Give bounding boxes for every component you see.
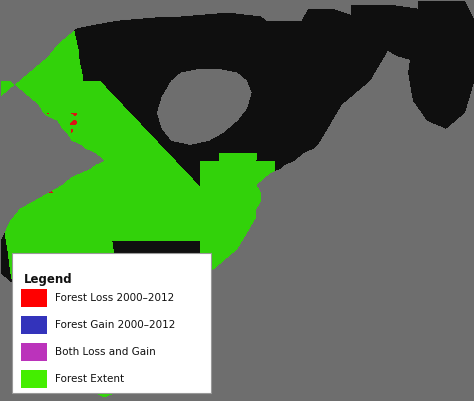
Text: Forest Extent: Forest Extent	[55, 375, 124, 385]
Bar	[21, 343, 47, 361]
Bar	[21, 316, 47, 334]
FancyBboxPatch shape	[12, 253, 211, 393]
Text: Forest Loss 2000–2012: Forest Loss 2000–2012	[55, 293, 174, 303]
Text: Both Loss and Gain: Both Loss and Gain	[55, 347, 155, 357]
Bar	[21, 371, 47, 389]
Text: Forest Gain 2000–2012: Forest Gain 2000–2012	[55, 320, 175, 330]
Bar	[21, 289, 47, 307]
Text: Legend: Legend	[24, 273, 73, 286]
